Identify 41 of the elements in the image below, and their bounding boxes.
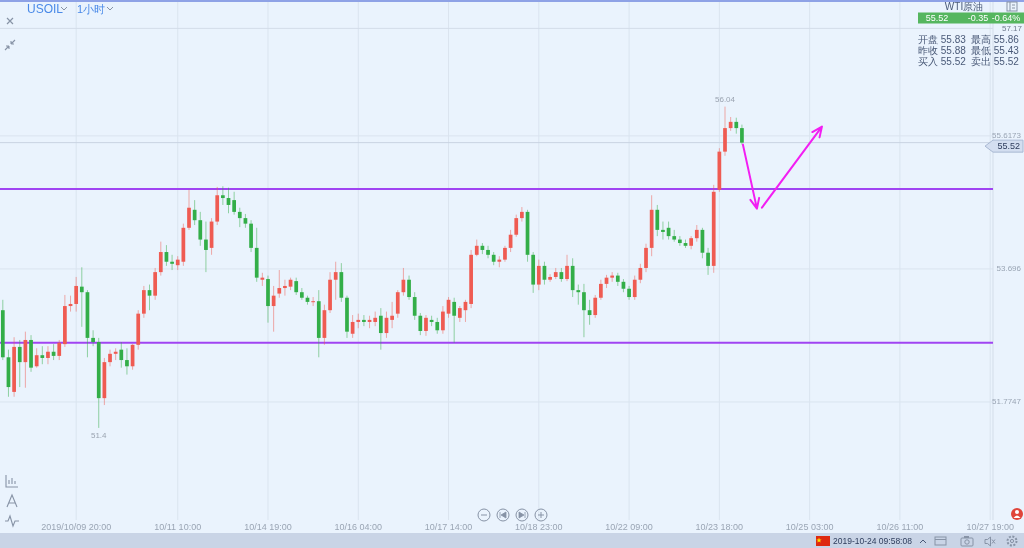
y-tick-label: 51.7747 xyxy=(992,397,1022,407)
candlestick xyxy=(678,235,682,247)
ref-line-label: 55.52 xyxy=(997,141,1020,152)
chart-title: USOIL xyxy=(27,2,64,16)
candlestick xyxy=(486,245,490,259)
annotation: 51.4 xyxy=(90,431,108,441)
candlestick xyxy=(548,273,552,283)
x-tick-label: 10/27 19:00 xyxy=(966,522,1014,532)
x-tick-label: 10/11 10:00 xyxy=(154,522,202,532)
annotation: 56.04 xyxy=(714,95,736,105)
candlestick xyxy=(362,314,366,327)
annotation: WTI原油 xyxy=(944,1,984,12)
x-tick-label: 10/25 03:00 xyxy=(785,522,834,532)
annotation: 55.52 xyxy=(925,13,949,23)
text: 2019-10-24 09:58:08 xyxy=(833,536,913,546)
annotation: 最低 55.43 xyxy=(971,45,1020,56)
annotation: 昨收 55.88 xyxy=(918,45,967,56)
y-tick-label: 53.696 xyxy=(996,264,1022,274)
candlestick xyxy=(108,349,112,367)
x-tick-label: 2019/10/09 20:00 xyxy=(41,522,112,532)
x-tick-label: 10/22 09:00 xyxy=(605,522,653,532)
candlestick xyxy=(170,254,174,271)
annotation: 买入 55.52 xyxy=(918,56,967,67)
annotation: 最高 55.86 xyxy=(971,34,1020,45)
y-tick-label: 55.6173 xyxy=(992,131,1022,141)
candlestick xyxy=(283,279,287,297)
x-tick-label: 10/18 23:00 xyxy=(515,522,563,532)
x-tick-label: 10/16 04:00 xyxy=(334,522,383,532)
x-tick-label: 10/14 19:00 xyxy=(244,522,292,532)
candlestick xyxy=(520,206,524,223)
annotation: 卖出 55.52 xyxy=(971,56,1020,67)
candlestick xyxy=(311,296,315,307)
chart-subtitle: 1小时 xyxy=(77,3,106,15)
ref-line-label: 57.17 xyxy=(1001,23,1023,33)
annotation: -0.64% xyxy=(991,13,1021,23)
candlestick xyxy=(91,329,95,347)
annotation: -0.35 xyxy=(967,13,989,23)
x-tick-label: 10/26 11:00 xyxy=(876,522,924,532)
annotation: 开盘 55.83 xyxy=(918,34,967,45)
x-tick-label: 10/17 14:00 xyxy=(424,522,473,532)
x-tick-label: 10/23 18:00 xyxy=(695,522,744,532)
